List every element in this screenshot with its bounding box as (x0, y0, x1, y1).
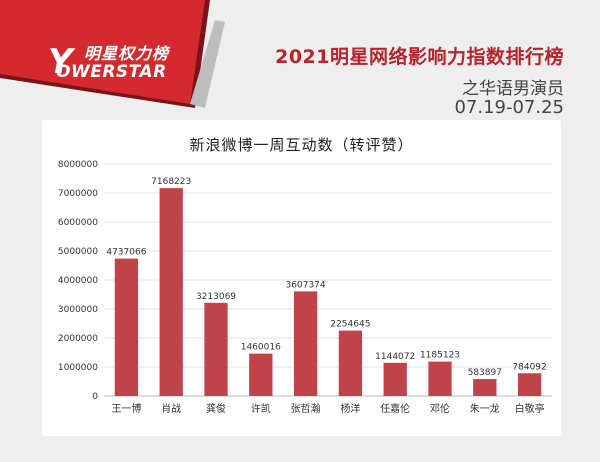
x-tick-label: 邓伦 (430, 402, 450, 415)
y-tick-label: 4000000 (58, 276, 98, 286)
bar (204, 302, 228, 396)
bar-chart: 0 1000000 2000000 3000000 4000000 5000000 6000… (58, 160, 552, 415)
data-label: 3607374 (286, 280, 326, 290)
y-tick-label: 2000000 (58, 334, 98, 344)
brand-logo-y: Y (48, 42, 73, 82)
data-label: 2254645 (330, 320, 370, 330)
data-label: 7168223 (151, 177, 191, 187)
y-tick-label: 7000000 (58, 189, 98, 199)
chart-card: 新浪微博一周互动数（转评赞） 0 1000000 2000000 3000000 400… (42, 120, 561, 436)
y-tick-label: 5000000 (58, 247, 98, 257)
bar (114, 258, 139, 396)
y-tick-label: 0 (92, 392, 98, 402)
y-tick-label: 3000000 (58, 305, 98, 315)
x-tick-label: 许凯 (251, 402, 271, 415)
data-label: 3213069 (196, 292, 236, 302)
x-tick-label: 杨洋 (340, 402, 360, 415)
chart-title: 新浪微博一周互动数（转评赞） (189, 136, 414, 154)
y-tick-label: 1000000 (58, 363, 98, 373)
bar (383, 362, 407, 396)
x-tick-label: 龚俊 (206, 402, 226, 415)
x-tick-label: 张哲瀚 (291, 402, 321, 415)
bar (473, 379, 497, 396)
data-label: 1460016 (241, 343, 281, 353)
date-range: 07.19-07.25 (454, 97, 564, 118)
brand-name-en: OWERSTAR (56, 62, 167, 82)
x-tick-label: 肖战 (161, 402, 181, 415)
bar (428, 361, 452, 396)
page-title: 2021明星网络影响力指数排行榜 (275, 46, 564, 68)
bar (517, 373, 542, 396)
bar (159, 188, 183, 396)
bar (293, 291, 318, 396)
y-tick-label: 8000000 (58, 160, 98, 170)
bar (338, 330, 363, 396)
data-label: 784092 (512, 362, 546, 372)
brand-name-cn: 明星权力榜 (84, 44, 170, 63)
x-tick-label: 朱一龙 (470, 402, 500, 415)
data-label: 1185123 (420, 351, 460, 361)
x-tick-label: 任嘉伦 (380, 402, 410, 415)
bar (249, 353, 273, 396)
banner-red-shape (0, 0, 205, 104)
x-tick-label: 白敬亭 (515, 402, 545, 415)
data-label: 1144072 (375, 352, 415, 362)
page-subtitle: 之华语男演员 (462, 79, 564, 99)
data-label: 583897 (468, 368, 502, 378)
y-tick-label: 6000000 (58, 218, 98, 228)
data-label: 4737066 (106, 248, 146, 258)
x-tick-label: 王一博 (111, 402, 141, 415)
banner-gray-accent (190, 20, 225, 108)
